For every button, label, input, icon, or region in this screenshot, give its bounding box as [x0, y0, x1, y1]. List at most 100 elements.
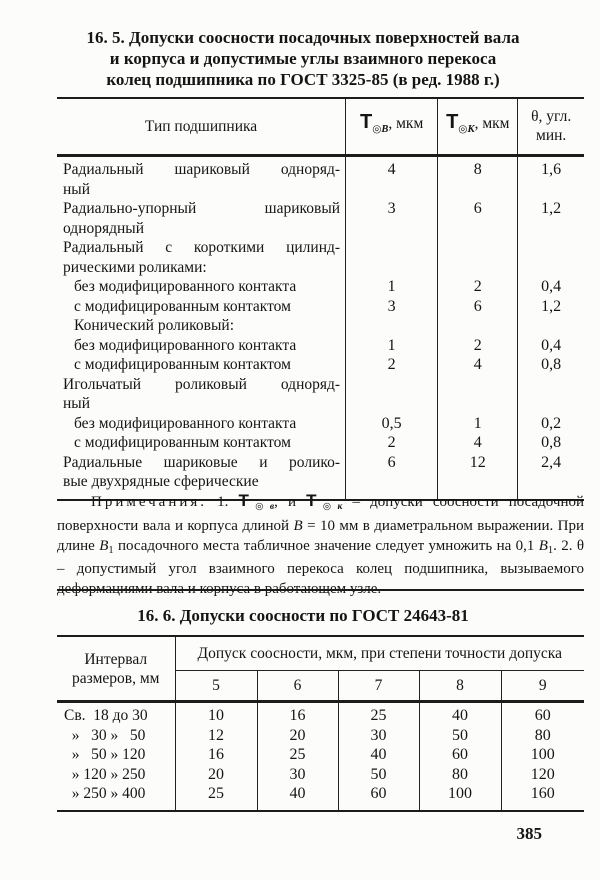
notes-text: = 10 мм в диаметральном выражении. При д…	[57, 518, 585, 554]
size-interval-cell: » 250 » 400	[64, 785, 146, 802]
table-row: Конический роликовый:	[57, 316, 584, 336]
angle-cell: 0,2	[517, 413, 584, 433]
tolerance-cell: 80	[500, 725, 585, 745]
housing-tolerance-cell	[437, 238, 518, 277]
title-line: 16. 5. Допуски соосности посадочных пове…	[86, 28, 520, 47]
col-header-size-interval: Интервал размеров, мм	[57, 636, 176, 703]
tolerance-cell: 30	[337, 725, 419, 745]
variable-B1: В	[99, 537, 109, 554]
notes-text: посадочного места табличное значение сле…	[117, 537, 535, 554]
title-line: и корпуса и допустимые углы взаимного пе…	[109, 49, 497, 68]
shaft-tolerance-cell: 2	[345, 433, 438, 453]
tolerance-cell: 16	[174, 745, 257, 765]
bearing-type-cell: Радиально-упорный шариковый однорядный	[57, 199, 346, 238]
tolerance-cell: 25	[256, 745, 338, 765]
table-row: » 30 » 50 12 20 30 50 80	[57, 725, 585, 745]
shaft-tolerance-cell: 3	[345, 199, 438, 238]
coaxiality-table-wrap: Интервал размеров, мм Допуск соосности, …	[57, 635, 585, 812]
coaxiality-symbol: T	[238, 491, 249, 510]
bearing-type-cell: без модифицированного контакта	[57, 277, 346, 297]
col-header-housing-tolerance: T◎К, мкм	[437, 98, 518, 157]
bearing-type-cell: с модифицированным контактом	[57, 355, 346, 375]
shaft-tolerance-cell: 4	[345, 155, 438, 199]
coaxiality-symbol: T	[446, 111, 459, 133]
tolerance-cell: 40	[256, 784, 338, 811]
angle-cell: 0,8	[517, 355, 584, 375]
tolerance-cell: 16	[256, 701, 338, 726]
bearing-type-cell: с модифицированным контактом	[57, 297, 346, 317]
label-line: рическими роликами:	[63, 258, 207, 276]
grade-6-header: 6	[256, 670, 338, 703]
bearing-type-cell: без модифицированного контакта	[57, 336, 346, 356]
table-row: Игольчатый роликовый одноряд-ный	[57, 374, 584, 414]
tolerance-cell: 160	[500, 784, 585, 811]
unit-label: , мкм	[474, 115, 510, 132]
col-header-shaft-tolerance: T◎В, мкм	[345, 98, 438, 157]
col-header-misalignment-angle: θ, угл. мин.	[517, 98, 584, 157]
coaxiality-circle-icon: ◎	[316, 501, 338, 512]
housing-tolerance-cell: 6	[437, 296, 518, 316]
coaxiality-circle-icon: ◎	[372, 123, 382, 135]
label-line: Игольчатый роликовый одноряд-	[63, 375, 341, 393]
table-row: Радиально-упорный шариковый однорядный 3 …	[57, 199, 584, 238]
bearing-type-cell: Радиальные шариковые и ролико-вые двухря…	[57, 453, 346, 500]
coaxiality-symbol: T	[359, 111, 373, 133]
grade-7-header: 7	[337, 670, 419, 703]
section-divider	[57, 589, 584, 591]
subscript-letter: к	[337, 502, 343, 512]
subscript-letter: К	[467, 124, 475, 135]
bearing-type-cell: Игольчатый роликовый одноряд-ный	[57, 375, 346, 414]
label-line: ный	[63, 395, 91, 412]
bearing-type-cell: без модифицированного контакта	[57, 414, 346, 434]
table-row: Св. 18 до 30 10 16 25 40 60	[57, 701, 585, 726]
shaft-tolerance-cell	[345, 238, 438, 277]
shaft-tolerance-cell: 1	[345, 335, 438, 355]
tolerance-cell: 40	[418, 701, 501, 726]
variable-B1: В	[538, 537, 548, 554]
coaxiality-circle-icon: ◎	[458, 123, 468, 135]
housing-tolerance-cell	[437, 374, 518, 414]
housing-tolerance-cell: 6	[437, 199, 518, 238]
table-row: с модифицированным контактом 2 4 0,8	[57, 355, 584, 375]
angle-cell: 1,2	[517, 296, 584, 316]
table-row: » 120 » 250 20 30 50 80 120	[57, 764, 585, 784]
bearing-tolerance-table: Тип подшипника T◎В, мкм T◎К, мкм θ, угл.…	[57, 97, 584, 501]
grade-9-header: 9	[500, 670, 585, 703]
notes-text: , и	[274, 494, 297, 510]
angle-cell	[517, 316, 584, 336]
tolerance-cell: 25	[337, 701, 419, 726]
label-line: с модифицированным контактом	[74, 434, 291, 451]
table-row: » 50 » 120 16 25 40 60 100	[57, 745, 585, 765]
tolerance-cell: 120	[500, 764, 585, 784]
table-row: с модифицированным контактом 3 6 1,2	[57, 296, 584, 317]
housing-tolerance-cell: 2	[437, 335, 518, 355]
coaxiality-symbol: T	[306, 491, 317, 510]
bearing-type-cell: Конический роликовый:	[57, 316, 346, 336]
page-number: 385	[516, 824, 543, 843]
table-row: Радиальные шариковые и ролико-вые двухря…	[57, 452, 584, 500]
label-line: с модифицированным контактом	[74, 297, 291, 315]
tolerance-cell: 100	[500, 745, 585, 765]
col-header-tolerance-span: Допуск соосности, мкм, при степени точно…	[175, 636, 585, 671]
housing-tolerance-cell: 4	[437, 355, 518, 375]
grade-header-row: 5 6 7 8 9	[57, 670, 585, 703]
angle-cell: 1,2	[517, 199, 584, 238]
tolerance-cell: 30	[256, 764, 338, 784]
tolerance-cell: 20	[256, 725, 338, 745]
shaft-tolerance-cell	[345, 316, 438, 336]
bearing-tolerance-table-wrap: Тип подшипника T◎В, мкм T◎К, мкм θ, угл.…	[57, 97, 584, 501]
subscript-1: 1	[547, 544, 554, 556]
size-interval-cell: » 120 » 250	[64, 765, 146, 783]
label-line: однорядный	[63, 219, 145, 237]
tolerance-cell: 80	[418, 764, 501, 784]
bearing-type-cell: Радиальный с короткими цилинд-рическими …	[57, 238, 346, 277]
tolerance-cell: 60	[500, 701, 585, 726]
table-row: » 250 » 400 25 40 60 100 160	[57, 784, 585, 811]
table-row: Радиальный шариковый одноряд-ный 4 8 1,6	[57, 155, 584, 199]
label-line: Радиальный с короткими цилинд-	[63, 239, 341, 256]
note-number: 1.	[217, 494, 229, 510]
notes-text: . 2. θ – допустимый угол взаимного перек…	[57, 537, 584, 597]
tolerance-cell: 25	[174, 784, 257, 811]
col-header-bearing-type: Тип подшипника	[57, 98, 346, 157]
